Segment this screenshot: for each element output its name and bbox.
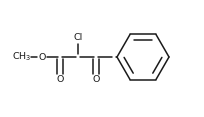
Text: O: O	[56, 75, 64, 84]
Text: O: O	[38, 53, 46, 62]
Text: Cl: Cl	[73, 33, 83, 42]
Text: CH$_3$: CH$_3$	[12, 51, 32, 63]
Text: O: O	[92, 75, 100, 84]
